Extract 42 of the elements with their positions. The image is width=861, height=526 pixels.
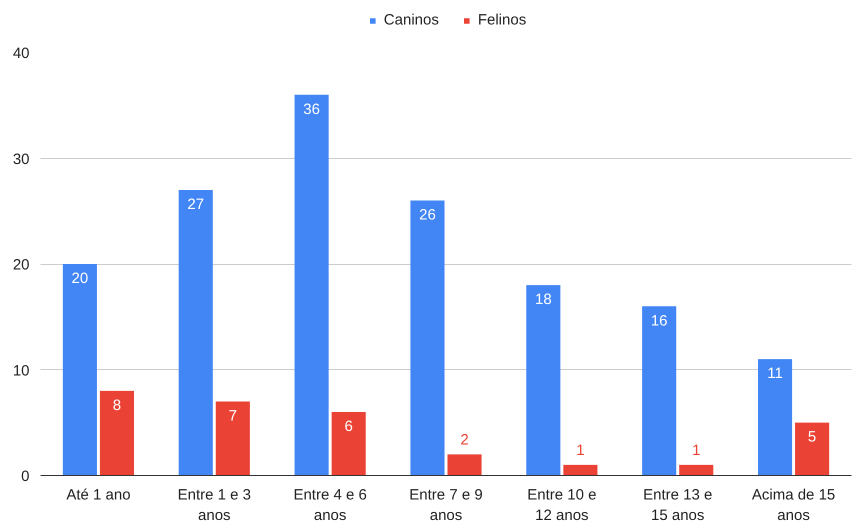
x-tick-label: Entre 4 e 6 anos	[293, 486, 367, 524]
data-label: 5	[808, 428, 816, 446]
data-label: 1	[576, 442, 585, 459]
y-tick-label: 0	[21, 468, 30, 485]
data-label: 1	[692, 442, 700, 459]
x-tick-label: Até 1 ano	[66, 486, 131, 504]
legend-label: Felinos	[478, 12, 526, 28]
data-label: 36	[303, 100, 320, 118]
data-label: 8	[112, 396, 122, 414]
data-label: 20	[72, 270, 88, 287]
bar	[526, 285, 560, 476]
bar	[178, 190, 213, 476]
bar	[758, 359, 792, 476]
data-label: 18	[534, 291, 552, 308]
y-tick-label: 40	[12, 45, 30, 62]
data-label: 2	[460, 431, 469, 448]
data-label: 16	[650, 312, 668, 330]
data-label: 26	[419, 206, 436, 224]
y-tick-label: 30	[12, 150, 30, 168]
x-tick-label: Entre 1 e 3 anos	[178, 486, 251, 524]
x-tick-label: Entre 10 e 12 anos	[527, 486, 596, 524]
bar	[332, 412, 366, 476]
data-label: 27	[187, 196, 204, 213]
data-label: 11	[767, 365, 783, 382]
bar	[216, 401, 250, 476]
bar	[563, 464, 598, 476]
bar	[679, 464, 714, 476]
bar	[100, 390, 134, 476]
x-tick-label: Entre 7 e 9 anos	[409, 486, 483, 524]
bar	[294, 94, 329, 476]
legend-label: Caninos	[384, 12, 439, 28]
x-tick-label: Entre 13 e 15 anos	[643, 486, 712, 524]
bar	[795, 422, 830, 476]
y-tick-label: 20	[12, 256, 30, 274]
data-label: 6	[344, 418, 353, 436]
y-tick-label: 10	[12, 362, 30, 380]
x-tick-label: Acima de 15 anos	[752, 486, 836, 524]
bar	[642, 306, 676, 476]
data-label: 7	[228, 407, 237, 424]
bar	[447, 454, 482, 476]
bar	[62, 264, 97, 476]
bar	[410, 200, 445, 476]
